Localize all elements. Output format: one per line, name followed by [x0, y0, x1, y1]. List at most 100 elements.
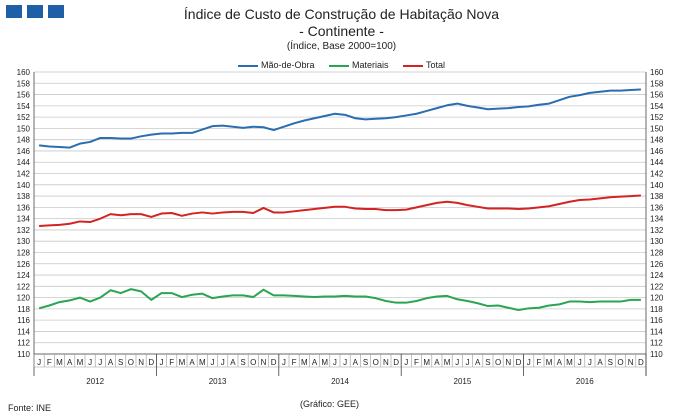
- y-tick-label-right: 160: [650, 68, 664, 77]
- month-label: F: [47, 358, 52, 367]
- legend-item: Mão-de-Obra: [237, 60, 315, 70]
- chart-legend: Mão-de-Obra Materiais Total: [0, 60, 683, 70]
- chart-note: (Índice, Base 2000=100): [286, 41, 397, 52]
- y-tick-label-left: 112: [17, 339, 30, 348]
- month-label: M: [301, 358, 308, 367]
- y-tick-label-right: 114: [650, 327, 663, 336]
- y-tick-label-left: 136: [17, 203, 31, 212]
- month-label: N: [138, 358, 144, 367]
- y-tick-label-left: 114: [17, 327, 30, 336]
- month-label: J: [98, 358, 102, 367]
- y-tick-label-right: 154: [650, 102, 664, 111]
- chart-credit: (Gráfico: GEE): [300, 399, 360, 409]
- y-tick-label-left: 144: [17, 158, 31, 167]
- year-label: 2015: [454, 377, 472, 386]
- y-tick-label-right: 116: [650, 316, 663, 325]
- y-tick-label-left: 130: [17, 237, 31, 246]
- month-label: O: [373, 358, 379, 367]
- month-label: M: [56, 358, 63, 367]
- month-label: A: [312, 358, 318, 367]
- y-tick-label-right: 144: [650, 158, 664, 167]
- y-tick-label-right: 140: [650, 181, 664, 190]
- y-tick-label-right: 124: [650, 271, 664, 280]
- year-label: 2012: [86, 377, 104, 386]
- month-label: J: [333, 358, 337, 367]
- y-tick-label-right: 146: [650, 147, 664, 156]
- month-label: J: [466, 358, 470, 367]
- y-tick-label-left: 110: [17, 350, 30, 359]
- month-label: S: [363, 358, 368, 367]
- chart-title: Índice de Custo de Construção de Habitaç…: [183, 6, 500, 22]
- legend-label: Mão-de-Obra: [260, 60, 315, 70]
- month-label: F: [414, 358, 419, 367]
- y-tick-label-right: 112: [650, 339, 663, 348]
- month-label: S: [608, 358, 613, 367]
- month-label: J: [221, 358, 225, 367]
- legend-item: Materiais: [329, 60, 389, 70]
- month-label: A: [557, 358, 563, 367]
- month-label: J: [527, 358, 531, 367]
- month-label: M: [321, 358, 328, 367]
- y-tick-label-left: 138: [17, 192, 31, 201]
- y-tick-label-left: 142: [17, 170, 31, 179]
- y-tick-label-left: 116: [17, 316, 30, 325]
- month-label: M: [423, 358, 430, 367]
- month-label: M: [566, 358, 573, 367]
- y-tick-label-left: 152: [17, 113, 31, 122]
- y-tick-label-left: 122: [17, 282, 31, 291]
- series-line-0: [38, 88, 641, 149]
- month-label: J: [211, 358, 215, 367]
- brand-logo: [6, 5, 64, 18]
- y-tick-label-right: 150: [650, 124, 664, 133]
- month-label: J: [160, 358, 164, 367]
- legend-label: Total: [426, 60, 446, 70]
- y-tick-label-right: 138: [650, 192, 664, 201]
- y-tick-label-right: 118: [650, 305, 663, 314]
- month-label: A: [108, 358, 114, 367]
- month-label: F: [169, 358, 174, 367]
- month-label: A: [597, 358, 603, 367]
- series-line-1: [38, 288, 641, 312]
- month-label: A: [434, 358, 440, 367]
- y-tick-label-left: 150: [17, 124, 31, 133]
- y-tick-label-right: 136: [650, 203, 664, 212]
- month-label: M: [199, 358, 206, 367]
- y-tick-label-right: 122: [650, 282, 664, 291]
- month-label: D: [271, 358, 277, 367]
- y-tick-label-left: 146: [17, 147, 31, 156]
- y-tick-label-right: 158: [650, 79, 664, 88]
- month-label: M: [77, 358, 84, 367]
- y-tick-label-left: 148: [17, 136, 31, 145]
- month-label: D: [148, 358, 154, 367]
- y-tick-label-left: 132: [17, 226, 31, 235]
- month-label: M: [179, 358, 186, 367]
- y-tick-label-left: 124: [17, 271, 31, 280]
- month-label: M: [444, 358, 451, 367]
- month-label: D: [638, 358, 644, 367]
- year-label: 2013: [209, 377, 227, 386]
- month-label: F: [292, 358, 297, 367]
- month-label: O: [128, 358, 134, 367]
- y-tick-label-right: 142: [650, 170, 664, 179]
- month-label: D: [516, 358, 522, 367]
- month-label: J: [455, 358, 459, 367]
- chart-subtitle: - Continente -: [299, 23, 384, 39]
- month-label: A: [475, 358, 481, 367]
- y-tick-label-left: 120: [17, 294, 31, 303]
- month-label: J: [578, 358, 582, 367]
- month-label: J: [37, 358, 41, 367]
- y-tick-label-right: 152: [650, 113, 664, 122]
- month-label: J: [282, 358, 286, 367]
- month-label: A: [353, 358, 359, 367]
- month-label: F: [536, 358, 541, 367]
- month-label: A: [230, 358, 236, 367]
- y-tick-label-right: 130: [650, 237, 664, 246]
- month-label: O: [495, 358, 501, 367]
- month-label: J: [343, 358, 347, 367]
- y-tick-label-left: 158: [17, 79, 31, 88]
- month-label: J: [588, 358, 592, 367]
- month-label: J: [404, 358, 408, 367]
- y-tick-label-left: 160: [17, 68, 31, 77]
- year-label: 2014: [331, 377, 349, 386]
